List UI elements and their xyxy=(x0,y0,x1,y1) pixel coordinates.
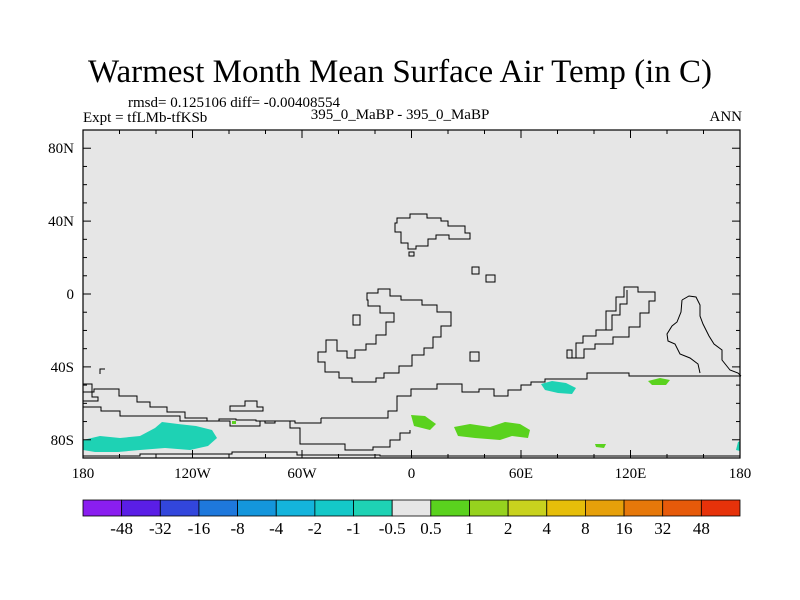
colorbar-swatch xyxy=(82,499,123,517)
coastline-central xyxy=(317,288,452,383)
colorbar-label: 48 xyxy=(693,519,710,538)
positive-anomaly-patch xyxy=(232,421,236,424)
colorbar-swatch xyxy=(314,499,354,517)
colorbar-label: -2 xyxy=(308,519,322,538)
negative-anomaly-patch xyxy=(736,441,740,451)
lon-label: 0 xyxy=(408,466,416,482)
lon-label: 120W xyxy=(174,466,212,482)
positive-anomaly-patch xyxy=(648,378,670,385)
colorbar-label: 2 xyxy=(504,519,513,538)
colorbar-swatch xyxy=(237,499,277,517)
coastline-island xyxy=(485,274,496,283)
colorbar: -48 -32 -16 -8 -4 -2 -1 -0.5 0.5 1 2 4 8 16 32 48 xyxy=(82,499,741,538)
coastline-island xyxy=(471,266,480,275)
rmsd-diff-stats: rmsd= 0.125106 diff= -0.00408554 xyxy=(128,95,341,111)
lat-label: 40N xyxy=(48,214,74,230)
season-label: ANN xyxy=(709,109,743,125)
colorbar-label: -4 xyxy=(269,519,284,538)
colorbar-label: 0.5 xyxy=(420,519,441,538)
coastline-north xyxy=(394,213,471,250)
axis-tick-labels: 80N 40N 0 40S 80S 180 120W 60W 0 60E 120E 180 xyxy=(48,141,751,482)
chart-title: Warmest Month Mean Surface Air Temp (in … xyxy=(87,54,713,90)
colorbar-swatch xyxy=(469,499,509,517)
positive-anomaly-patch xyxy=(595,444,606,448)
colorbar-label: 8 xyxy=(581,519,590,538)
coastline-west xyxy=(83,388,322,424)
lon-label: 60E xyxy=(509,466,533,482)
anomaly-patches xyxy=(83,378,740,452)
lat-label: 40S xyxy=(51,360,74,376)
lon-label: 120E xyxy=(615,466,647,482)
axis-ticks xyxy=(82,130,741,458)
center-subtitle: 395_0_MaBP - 395_0_MaBP xyxy=(310,107,490,123)
colorbar-label: -1 xyxy=(346,519,360,538)
colorbar-label: -0.5 xyxy=(379,519,406,538)
colorbar-swatch xyxy=(353,499,393,517)
coastline-west xyxy=(83,383,99,402)
coastline-east xyxy=(666,295,742,377)
negative-anomaly-patch xyxy=(541,381,576,394)
colorbar-swatch xyxy=(159,499,200,517)
positive-anomaly-patch xyxy=(411,415,436,430)
colorbar-swatch xyxy=(623,499,664,517)
colorbar-swatch xyxy=(275,499,316,517)
coastline-east xyxy=(566,286,656,359)
coastline-west xyxy=(229,400,264,412)
colorbar-label: -32 xyxy=(149,519,172,538)
coastline-west xyxy=(99,368,105,374)
lon-label: 180 xyxy=(729,466,752,482)
coastline-east xyxy=(603,290,628,331)
colorbar-label: 4 xyxy=(543,519,552,538)
coastline-south-ridge xyxy=(321,372,741,419)
coastline-south xyxy=(83,451,740,457)
lon-label: 180 xyxy=(72,466,95,482)
coastline-central xyxy=(352,314,361,326)
lon-label: 60W xyxy=(287,466,317,482)
colorbar-label: 16 xyxy=(616,519,633,538)
positive-anomaly-patch xyxy=(454,422,530,440)
colorbar-swatch xyxy=(546,499,586,517)
coastline-north xyxy=(408,251,415,257)
colorbar-swatch xyxy=(121,499,161,517)
colorbar-label: 32 xyxy=(654,519,671,538)
colorbar-swatch xyxy=(507,499,548,517)
colorbar-swatch xyxy=(430,499,470,517)
lat-label: 80S xyxy=(51,433,74,449)
colorbar-label: -48 xyxy=(110,519,133,538)
colorbar-label: 1 xyxy=(465,519,474,538)
experiment-label: Expt = tfLMb-tfKSb xyxy=(83,110,208,126)
colorbar-label: -16 xyxy=(188,519,211,538)
coastline-island xyxy=(469,351,480,362)
coastlines xyxy=(83,213,742,457)
coastline-west xyxy=(83,406,411,451)
lat-label: 0 xyxy=(67,287,75,303)
colorbar-swatch xyxy=(585,499,625,517)
lat-label: 80N xyxy=(48,141,74,157)
map-background xyxy=(83,130,740,458)
colorbar-swatch xyxy=(700,499,741,517)
colorbar-swatch xyxy=(662,499,702,517)
colorbar-swatch xyxy=(391,499,432,517)
colorbar-label: -8 xyxy=(231,519,245,538)
colorbar-swatch xyxy=(198,499,238,517)
negative-anomaly-patch xyxy=(83,422,217,452)
